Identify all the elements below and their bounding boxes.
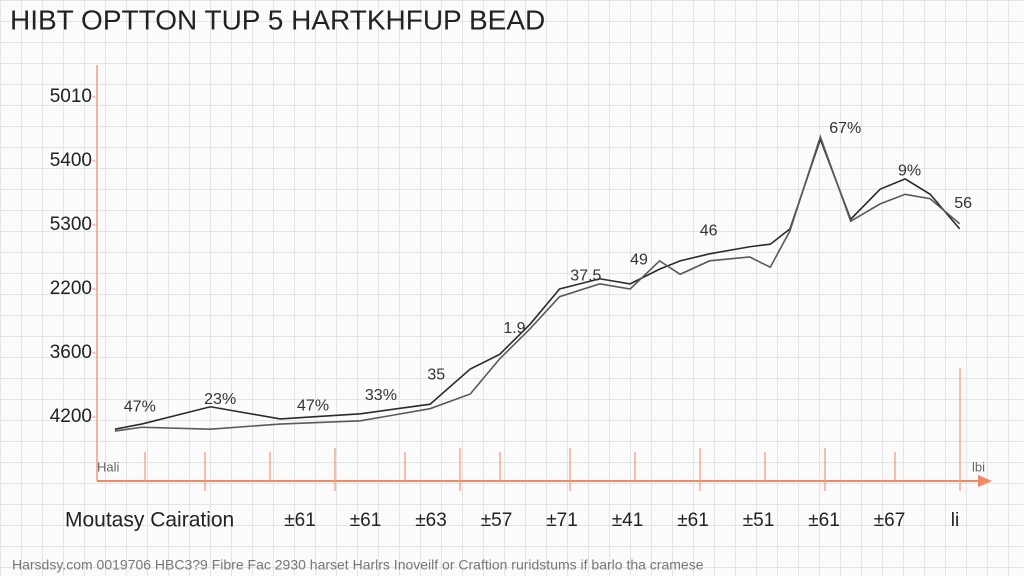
footer: Harsdsy.com 0019706 HBC3?9 Fibre Fac 293… [12,557,704,573]
annotation: 23% [204,391,236,408]
y-tick-label: 5300 [50,214,92,235]
y-tick-label: 4200 [50,406,92,427]
annotation: 9% [898,162,921,179]
x-tick-label: ±61 [350,510,382,531]
annotation: 33% [365,387,397,404]
x-tick-label: ±61 [284,510,316,531]
annotation: 47% [297,397,329,414]
x-axis-label: Moutasy Cairation [65,509,234,532]
x-tick-label: ±71 [546,510,578,531]
x-tick-label: ±67 [874,510,906,531]
y-tick-label: 2200 [50,278,92,299]
x-tick-label: ±61 [677,510,709,531]
x-tick-label: ±63 [415,510,447,531]
annotation: 35 [427,367,445,384]
annotation: 46 [700,223,718,240]
chart-title: HIBT OPTTON TUP 5 HARTKHFUP BEAD [10,4,545,35]
x-tick-label: li [951,510,959,531]
x-end-label: lbi [972,459,985,474]
y-tick-label: 5400 [50,150,92,171]
annotation: 1.9 [503,320,525,337]
annotation: 67% [829,120,861,137]
x-tick-label: ±61 [808,510,840,531]
y-tick-label: 5010 [50,86,92,107]
x-tick-label: ±41 [612,510,644,531]
series-line [114,136,961,430]
y-tick-label: 3600 [50,342,92,363]
annotation: 47% [124,399,156,416]
series-line [114,134,961,432]
x-end-label: Hali [97,459,120,474]
annotation: 56 [954,195,972,212]
axis-arrow [978,475,992,487]
x-ticks-deco [144,368,961,491]
x-tick-label: ±57 [481,510,513,531]
annotation: 37.5 [570,267,601,284]
x-tick-label: ±51 [743,510,775,531]
annotation: 49 [630,251,648,268]
